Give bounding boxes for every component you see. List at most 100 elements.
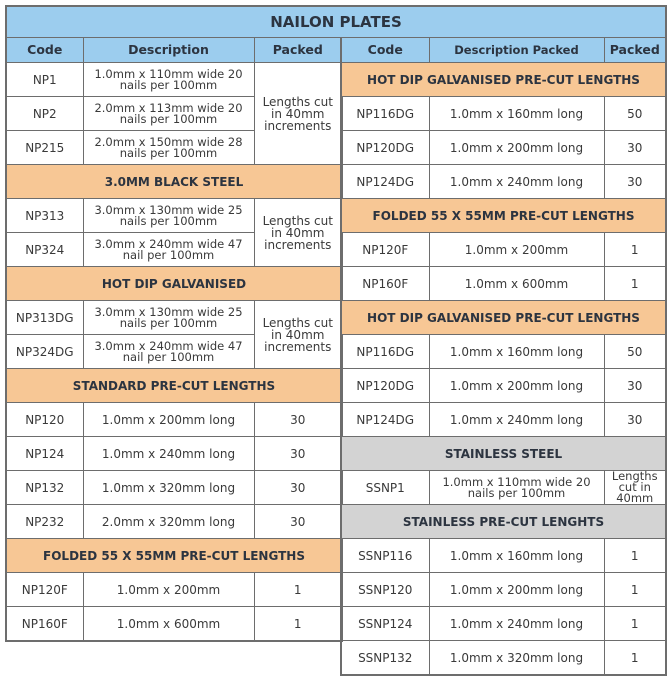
table-row: NP124 1.0mm x 240mm long 30 (5, 436, 343, 471)
column-header: Code (340, 37, 430, 63)
description-cell: 1.0mm x 200mm long (428, 368, 605, 403)
description-cell: 1.0mm x 160mm long (428, 334, 605, 369)
section-header: STANDARD PRE-CUT LENGTHS (5, 368, 343, 403)
packed-cell: 1 (603, 606, 667, 641)
section-title: FOLDED 55 X 55MM PRE-CUT LENGTHS (5, 538, 343, 573)
table-row: NP1 1.0mm x 110mm wide 20 nails per 100mm… (5, 62, 343, 165)
section-title: STANDARD PRE-CUT LENGTHS (5, 368, 343, 403)
description-cell: 1.0mm x 160mm long (428, 538, 605, 573)
description-cell: 1.0mm x 200mm long (82, 402, 255, 437)
code-cell: SSNP116 (340, 538, 430, 573)
description-cell: 1.0mm x 240mm long (82, 436, 255, 471)
table-row: NP132 1.0mm x 320mm long 30 (5, 470, 343, 505)
code-cell: NP160F (340, 266, 430, 301)
packed-cell: 1 (603, 572, 667, 607)
header-row: Code Description Packed Packed (340, 37, 667, 63)
section-title: HOT DIP GALVANISED PRE-CUT LENGTHS (340, 300, 667, 335)
packed-cell: 1 (253, 572, 343, 607)
right-table: Code Description Packed Packed HOT DIP GALV… (340, 37, 667, 676)
description-cell: 1.0mm x 200mm long (428, 130, 605, 165)
packed-cell: 30 (603, 130, 667, 165)
packed-cell: 30 (603, 402, 667, 437)
table-row: NP120DG 1.0mm x 200mm long 30 (340, 368, 667, 403)
description-cell: 1.0mm x 240mm long (428, 164, 605, 199)
code-cell: NP215 (5, 130, 84, 165)
packed-cell: 50 (603, 96, 667, 131)
table-row: NP120 1.0mm x 200mm long 30 (5, 402, 343, 437)
code-cell: NP120DG (340, 368, 430, 403)
description-cell: 1.0mm x 200mm (428, 232, 605, 267)
packed-cell: 1 (603, 640, 667, 676)
code-cell: NP120 (5, 402, 84, 437)
column-header: Description (82, 37, 255, 63)
table-row: NP324DG 3.0mm x 240mm wide 47 nail per 10… (5, 334, 342, 369)
description-cell: 1.0mm x 600mm (82, 606, 255, 642)
code-cell: SSNP132 (340, 640, 430, 676)
table-row: NP160F 1.0mm x 600mm 1 (5, 606, 343, 642)
description-cell: 1.0mm x 200mm (82, 572, 255, 607)
section-title: HOT DIP GALVANISED (5, 266, 343, 301)
description-cell: 1.0mm x 200mm long (428, 572, 605, 607)
section-title: HOT DIP GALVANISED PRE-CUT LENGTHS (340, 62, 667, 97)
code-cell: NP124DG (340, 402, 430, 437)
packed-cell: 1 (603, 538, 667, 573)
table-row: NP124DG 1.0mm x 240mm long 30 (340, 164, 667, 199)
column-header: Code (5, 37, 84, 63)
packed-cell: 30 (253, 504, 343, 539)
code-cell: SSNP124 (340, 606, 430, 641)
packed-cell: Lengths cut in 40mm increments (253, 300, 343, 369)
section-header: HOT DIP GALVANISED PRE-CUT LENGTHS (340, 300, 667, 335)
code-cell: NP120F (340, 232, 430, 267)
code-cell: NP124DG (340, 164, 430, 199)
code-cell: NP160F (5, 606, 84, 642)
section-title: STAINLESS PRE-CUT LENGHTS (340, 504, 667, 539)
table-row: SSNP1 1.0mm x 110mm wide 20 nails per 100… (340, 470, 667, 505)
description-cell: 3.0mm x 130mm wide 25 nails per 100mm (82, 198, 255, 233)
code-cell: NP124 (5, 436, 84, 471)
section-header: HOT DIP GALVANISED (5, 266, 343, 301)
table-row: SSNP120 1.0mm x 200mm long 1 (340, 572, 667, 607)
section-title: FOLDED 55 X 55MM PRE-CUT LENGTHS (340, 198, 667, 233)
table-row: SSNP116 1.0mm x 160mm long 1 (340, 538, 667, 573)
table-row: SSNP132 1.0mm x 320mm long 1 (340, 640, 667, 676)
page-title: NAILON PLATES (5, 5, 667, 39)
table-row: NP160F 1.0mm x 600mm 1 (340, 266, 667, 301)
section-header: FOLDED 55 X 55MM PRE-CUT LENGTHS (340, 198, 667, 233)
packed-cell: 1 (603, 266, 667, 301)
table-row: NP2 2.0mm x 113mm wide 20 nails per 100mm (5, 96, 342, 131)
description-cell: 2.0mm x 320mm long (82, 504, 255, 539)
description-cell: 1.0mm x 110mm wide 20 nails per 100mm (82, 62, 255, 97)
code-cell: NP132 (5, 470, 84, 505)
packed-cell: 30 (253, 470, 343, 505)
section-header: STAINLESS STEEL (340, 436, 667, 471)
table-row: NP120DG 1.0mm x 200mm long 30 (340, 130, 667, 165)
description-cell: 3.0mm x 240mm wide 47 nail per 100mm (82, 232, 255, 267)
packed-cell: Lengths cut in 40mm increments (253, 198, 343, 267)
code-cell: NP116DG (340, 334, 430, 369)
table-row: NP232 2.0mm x 320mm long 30 (5, 504, 343, 539)
code-cell: NP232 (5, 504, 84, 539)
description-cell: 3.0mm x 130mm wide 25 nails per 100mm (82, 300, 255, 335)
description-cell: 1.0mm x 320mm long (82, 470, 255, 505)
packed-cell: 30 (253, 436, 343, 471)
code-cell: NP1 (5, 62, 84, 97)
table-row: NP124DG 1.0mm x 240mm long 30 (340, 402, 667, 437)
packed-cell: Lengths cut in 40mm (603, 470, 667, 505)
column-header: Packed (603, 37, 667, 63)
header-row: Code Description Packed (5, 37, 343, 63)
table-row: NP313 3.0mm x 130mm wide 25 nails per 100… (5, 198, 343, 267)
code-cell: NP313 (5, 198, 84, 233)
column-header: Packed (253, 37, 343, 63)
table-row: NP120F 1.0mm x 200mm 1 (340, 232, 667, 267)
section-header: HOT DIP GALVANISED PRE-CUT LENGTHS (340, 62, 667, 97)
packed-cell: 1 (253, 606, 343, 642)
column-header: Description Packed (428, 37, 605, 63)
description-cell: 1.0mm x 240mm long (428, 402, 605, 437)
section-header: 3.0MM BLACK STEEL (5, 164, 343, 199)
description-cell: 1.0mm x 320mm long (428, 640, 605, 676)
description-cell: 1.0mm x 240mm long (428, 606, 605, 641)
code-cell: NP324DG (5, 334, 84, 369)
table-row: NP116DG 1.0mm x 160mm long 50 (340, 96, 667, 131)
code-cell: NP2 (5, 96, 84, 131)
table-row: NP313DG 3.0mm x 130mm wide 25 nails per 1… (5, 300, 343, 369)
